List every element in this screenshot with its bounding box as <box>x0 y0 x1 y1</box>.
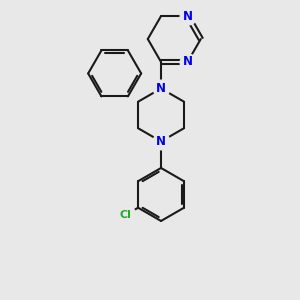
Text: N: N <box>182 56 193 68</box>
Text: N: N <box>156 135 166 148</box>
Text: Cl: Cl <box>119 210 131 220</box>
Text: N: N <box>182 10 193 22</box>
Text: N: N <box>156 82 166 95</box>
